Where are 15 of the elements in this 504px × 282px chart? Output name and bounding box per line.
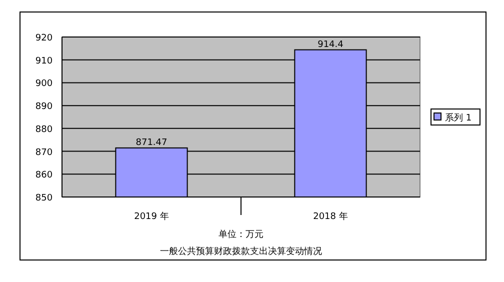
- y-tick-label: 860: [35, 170, 53, 181]
- y-tick-label: 850: [35, 194, 53, 204]
- data-label: 914.4: [318, 40, 344, 50]
- y-tick-label: 920: [35, 34, 53, 44]
- y-tick-label: 880: [35, 124, 53, 135]
- x-axis-title: 单位：万元: [218, 229, 264, 240]
- x-tick-label: 2018 年: [313, 211, 348, 222]
- y-tick-label: 890: [35, 102, 53, 112]
- legend-label: 系列 1: [445, 112, 472, 124]
- y-tick-label: 900: [35, 79, 53, 90]
- text: 一般公共预算财政拨款支出决算变动情况: [160, 246, 322, 257]
- y-tick-label: 870: [35, 148, 53, 158]
- data-label: 871.47: [136, 138, 168, 148]
- y-tick-label: 910: [35, 56, 53, 66]
- x-tick-label: 2019 年: [134, 211, 169, 222]
